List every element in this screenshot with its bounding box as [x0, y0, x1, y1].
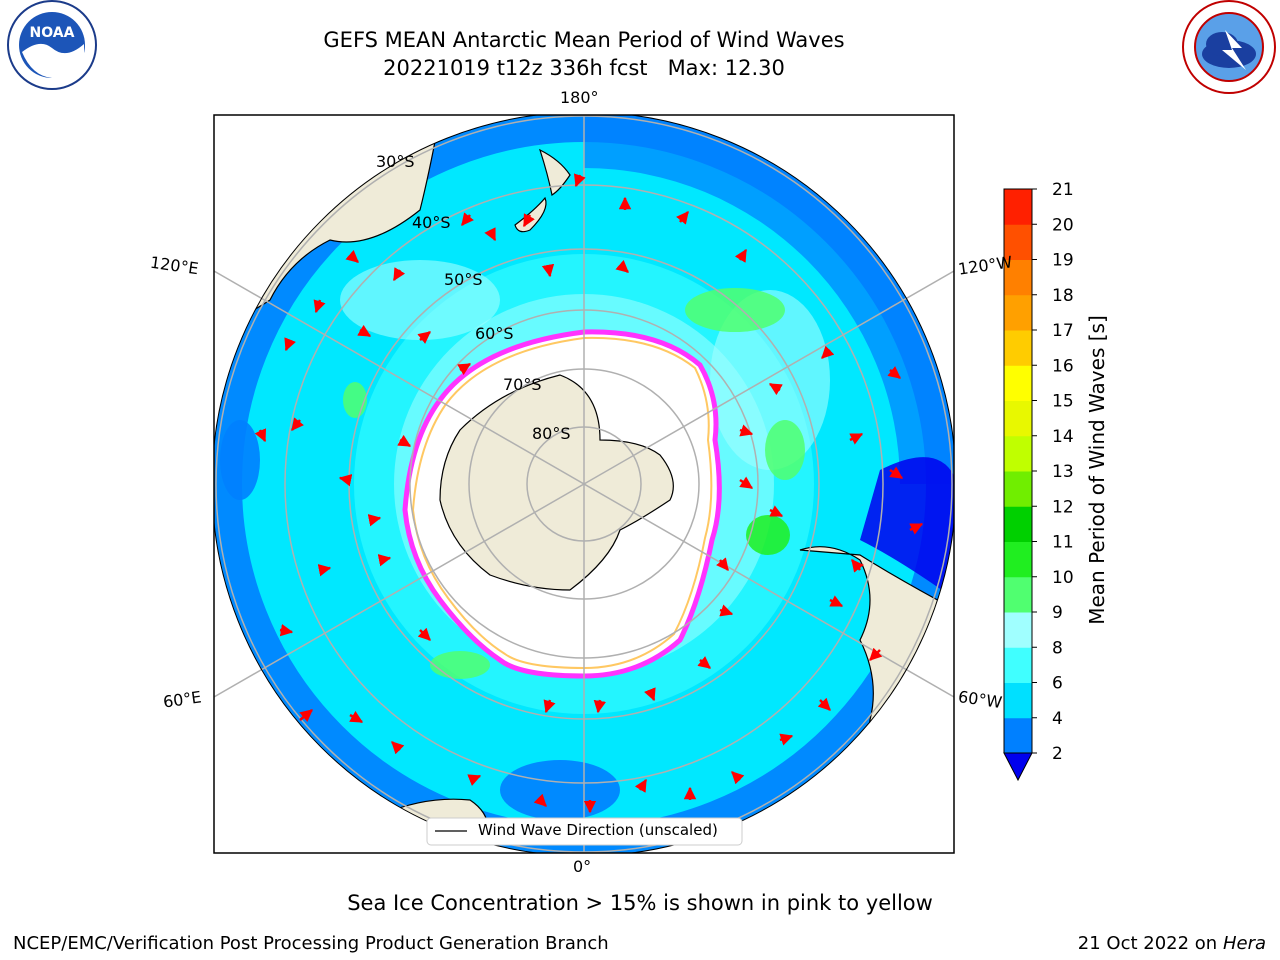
sea-ice-caption: Sea Ice Concentration > 15% is shown in … [347, 891, 933, 915]
footer-credit: NCEP/EMC/Verification Post Processing Pr… [13, 933, 609, 954]
chart-title: GEFS MEAN Antarctic Mean Period of Wind … [323, 28, 845, 52]
colorbar-tick-label: 9 [1052, 603, 1063, 623]
colorbar-tick-label: 15 [1052, 392, 1074, 412]
colorbar-tick-label: 17 [1052, 321, 1074, 341]
colorbar-segment [1004, 224, 1032, 260]
colorbar-tick-label: 4 [1052, 709, 1063, 729]
colorbar-segment [1004, 471, 1032, 507]
colorbar-tick-label: 12 [1052, 497, 1074, 517]
colorbar-segment [1004, 259, 1032, 296]
colorbar-segment [1004, 541, 1032, 578]
colorbar-segment [1004, 294, 1032, 331]
footer-date: 21 Oct 2022 on Hera [1078, 933, 1266, 954]
map-frame [213, 114, 955, 854]
colorbar-tick-label: 16 [1052, 356, 1074, 376]
antarctica-ice [402, 329, 722, 679]
colorbar-tick-label: 14 [1052, 427, 1074, 447]
footer-date-text: 21 Oct 2022 on [1077, 933, 1223, 954]
lat-label-50s: 50°S [444, 270, 483, 289]
colorbar-segment [1004, 717, 1032, 754]
nws-logo [1182, 0, 1276, 94]
colorbar-segment [1004, 612, 1032, 648]
graticule [214, 115, 954, 853]
lon-label-180: 180° [560, 88, 599, 107]
noaa-logo: NOAA [7, 0, 97, 90]
colorbar-tick-label: 19 [1052, 251, 1074, 271]
lat-label-30s: 30°S [376, 152, 415, 171]
colorbar-tick-label: 6 [1052, 674, 1063, 694]
colorbar-segment [1004, 365, 1032, 401]
colorbar-tick-label: 11 [1052, 533, 1074, 553]
colorbar-tick-label: 20 [1052, 215, 1074, 235]
colorbar-segment [1004, 435, 1032, 472]
map-legend [426, 817, 743, 846]
footer-machine: Hera [1222, 933, 1266, 954]
colorbar-tick-label: 10 [1052, 568, 1074, 588]
colorbar-tick-label: 18 [1052, 286, 1074, 306]
polar-map [214, 115, 954, 853]
colorbar-extend-triangle [1003, 752, 1033, 782]
lat-label-60s: 60°S [475, 324, 514, 343]
noaa-logo-text: NOAA [30, 25, 75, 41]
colorbar-segment [1004, 647, 1032, 683]
colorbar-segment [1004, 576, 1032, 613]
colorbar-segment [1004, 189, 1032, 225]
lon-label-0: 0° [573, 857, 592, 876]
colorbar-segment [1004, 330, 1032, 366]
lat-label-40s: 40°S [412, 213, 451, 232]
colorbar-segment [1004, 400, 1032, 437]
lat-label-70s: 70°S [503, 375, 542, 394]
colorbar-label: Mean Period of Wind Waves [s] [1085, 315, 1109, 625]
colorbar: 2 4 6 8 9 10 11 12 13 14 15 16 17 18 19 20 21 [1003, 180, 1074, 782]
colorbar-tick-label: 21 [1052, 180, 1074, 200]
wave-direction-arrows [254, 173, 924, 814]
colorbar-segment [1004, 506, 1032, 542]
colorbar-tick-label: 13 [1052, 462, 1074, 482]
colorbar-tick-label: 2 [1052, 744, 1063, 764]
lat-label-80s: 80°S [532, 424, 571, 443]
map-legend-label: Wind Wave Direction (unscaled) [478, 821, 718, 839]
colorbar-segment [1004, 682, 1032, 719]
colorbar-tick-label: 8 [1052, 638, 1063, 658]
chart-subtitle: 20221019 t12z 336h fcst Max: 12.30 [383, 56, 785, 80]
